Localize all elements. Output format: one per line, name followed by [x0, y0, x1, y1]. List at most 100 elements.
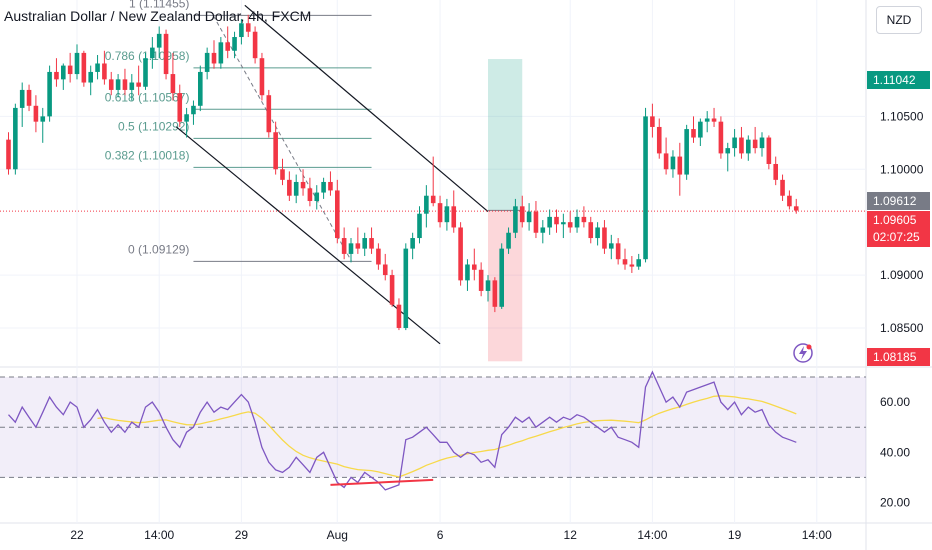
candle[interactable]: [13, 103, 18, 175]
candle[interactable]: [163, 29, 169, 80]
candle[interactable]: [108, 71, 114, 96]
candle[interactable]: [478, 262, 484, 297]
candle[interactable]: [40, 107, 46, 143]
rsi-pane[interactable]: [0, 370, 866, 491]
candle[interactable]: [787, 190, 792, 210]
candle[interactable]: [554, 209, 559, 233]
candle[interactable]: [704, 111, 710, 133]
candle[interactable]: [424, 185, 429, 228]
candle[interactable]: [581, 206, 587, 228]
candle[interactable]: [280, 158, 285, 186]
candle[interactable]: [670, 150, 676, 178]
candle[interactable]: [663, 137, 669, 175]
candle[interactable]: [547, 209, 552, 235]
candle[interactable]: [540, 220, 546, 244]
channel-upper-line[interactable]: [244, 4, 489, 213]
candle[interactable]: [492, 277, 498, 313]
candle[interactable]: [732, 129, 737, 157]
currency-selector[interactable]: NZD: [876, 6, 922, 34]
price-axis[interactable]: 1.10500 1.10000 1.09000 1.08500 60.00 40.00 20…: [880, 109, 924, 509]
candle[interactable]: [252, 26, 258, 64]
candle[interactable]: [184, 107, 189, 138]
candle[interactable]: [19, 82, 25, 127]
candle[interactable]: [204, 47, 210, 80]
candle[interactable]: [382, 253, 388, 281]
candle[interactable]: [300, 169, 306, 196]
candle[interactable]: [307, 177, 313, 207]
candle[interactable]: [458, 222, 463, 286]
candle[interactable]: [218, 37, 224, 69]
candle[interactable]: [465, 259, 470, 291]
candle[interactable]: [47, 65, 52, 122]
candle[interactable]: [636, 253, 641, 270]
candle[interactable]: [506, 227, 511, 254]
candle[interactable]: [88, 65, 93, 96]
candle[interactable]: [793, 198, 799, 214]
candle[interactable]: [430, 156, 436, 207]
candle[interactable]: [656, 118, 662, 159]
candle[interactable]: [574, 209, 580, 233]
candle[interactable]: [437, 195, 443, 228]
candle[interactable]: [102, 50, 107, 85]
candle[interactable]: [629, 256, 635, 273]
candle[interactable]: [191, 100, 196, 125]
candle[interactable]: [643, 107, 648, 263]
candle[interactable]: [150, 37, 155, 69]
candle[interactable]: [355, 227, 361, 254]
candle[interactable]: [143, 52, 148, 90]
candle[interactable]: [321, 177, 326, 199]
candle[interactable]: [718, 116, 724, 159]
candle[interactable]: [519, 195, 525, 228]
candle[interactable]: [232, 31, 237, 59]
candle[interactable]: [341, 227, 347, 260]
candle[interactable]: [609, 234, 614, 260]
time-axis[interactable]: 22 14:00 29 Aug 6 12 14:00 19 14:00: [70, 528, 832, 542]
candle[interactable]: [472, 248, 477, 281]
candle[interactable]: [780, 174, 785, 202]
candle[interactable]: [752, 126, 758, 154]
candle[interactable]: [396, 298, 402, 331]
candle[interactable]: [54, 58, 59, 87]
candle[interactable]: [328, 171, 333, 196]
candle[interactable]: [67, 52, 73, 83]
candle[interactable]: [198, 65, 203, 112]
rsi-line[interactable]: [8, 370, 797, 491]
candle[interactable]: [136, 65, 141, 96]
candle[interactable]: [561, 213, 566, 239]
candle[interactable]: [739, 126, 744, 159]
candle[interactable]: [711, 107, 717, 127]
candle[interactable]: [170, 52, 176, 101]
candle[interactable]: [417, 206, 422, 244]
candle[interactable]: [410, 232, 415, 260]
candle[interactable]: [451, 190, 457, 233]
candle[interactable]: [129, 74, 135, 101]
candle[interactable]: [389, 269, 395, 307]
candle[interactable]: [335, 179, 340, 244]
long-profit-zone[interactable]: [488, 59, 523, 211]
candle[interactable]: [615, 238, 621, 265]
candle[interactable]: [177, 84, 183, 127]
candle[interactable]: [773, 156, 778, 186]
candle[interactable]: [725, 142, 731, 172]
candle[interactable]: [485, 275, 491, 302]
candle[interactable]: [273, 121, 278, 175]
candle[interactable]: [6, 132, 11, 175]
candle[interactable]: [369, 227, 374, 254]
candle[interactable]: [115, 74, 121, 98]
candle[interactable]: [746, 135, 751, 161]
candle[interactable]: [26, 84, 32, 112]
candle[interactable]: [293, 174, 299, 204]
candle[interactable]: [602, 220, 607, 254]
candle[interactable]: [156, 26, 162, 59]
candle[interactable]: [266, 89, 272, 138]
candle[interactable]: [698, 118, 703, 146]
candle[interactable]: [677, 142, 683, 196]
candle[interactable]: [245, 14, 251, 38]
candle[interactable]: [499, 243, 504, 309]
candle[interactable]: [513, 198, 518, 239]
candle[interactable]: [362, 232, 367, 257]
candle[interactable]: [314, 185, 320, 210]
candle[interactable]: [567, 211, 573, 233]
